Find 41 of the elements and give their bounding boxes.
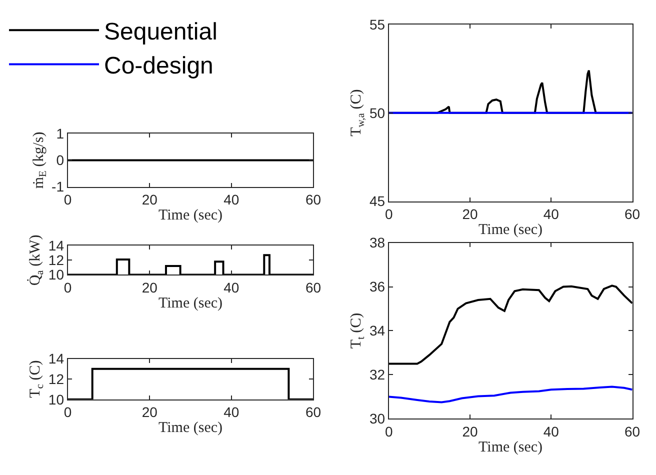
x-axis-title: Time (sec) <box>478 222 543 238</box>
x-tick-label: 40 <box>543 423 560 440</box>
x-tick-label: 20 <box>462 423 478 440</box>
line-series <box>388 284 632 365</box>
y-tick-label: 50 <box>369 104 386 121</box>
x-tick-label: 60 <box>305 404 322 420</box>
x-tick-label: 20 <box>142 192 158 208</box>
y-tick-label: 45 <box>369 193 386 210</box>
y-tick-label: 10 <box>48 391 64 408</box>
y-tick-label: 34 <box>369 322 386 339</box>
x-tick-label: 20 <box>462 206 478 222</box>
x-tick-label: 40 <box>224 280 240 296</box>
x-tick-label: 20 <box>142 404 158 420</box>
x-axis-title: Time (sec) <box>158 296 223 312</box>
y-tick-label: 10 <box>48 266 64 283</box>
y-tick-label: 30 <box>369 410 386 427</box>
y-tick-label: 12 <box>48 252 64 268</box>
y-tick-label: 36 <box>369 278 386 295</box>
x-tick-label: 40 <box>224 192 240 208</box>
y-tick-label: 0 <box>56 152 64 168</box>
y-tick-label: 38 <box>369 234 386 251</box>
y-tick-label: 1 <box>56 126 64 142</box>
x-tick-label: 60 <box>624 423 640 440</box>
x-axis-title: Time (sec) <box>478 439 543 456</box>
y-tick-label: 14 <box>48 350 64 367</box>
x-tick-label: 60 <box>624 206 640 222</box>
x-tick-label: 60 <box>305 192 322 208</box>
y-tick-label: 12 <box>48 370 64 387</box>
y-tick-label: 14 <box>48 238 64 254</box>
x-tick-label: 20 <box>142 280 158 296</box>
line-series <box>388 386 632 404</box>
x-tick-label: 40 <box>543 206 560 222</box>
legend-label: Sequential <box>104 18 218 46</box>
y-tick-label: -1 <box>52 178 64 195</box>
x-axis-title: Time (sec) <box>158 420 223 436</box>
y-tick-label: 32 <box>369 366 386 383</box>
x-axis-title: Time (sec) <box>158 208 223 224</box>
x-tick-label: 60 <box>305 280 322 296</box>
y-tick-label: 55 <box>369 16 386 32</box>
x-tick-label: 40 <box>224 404 240 420</box>
legend-label: Co-design <box>104 52 214 80</box>
